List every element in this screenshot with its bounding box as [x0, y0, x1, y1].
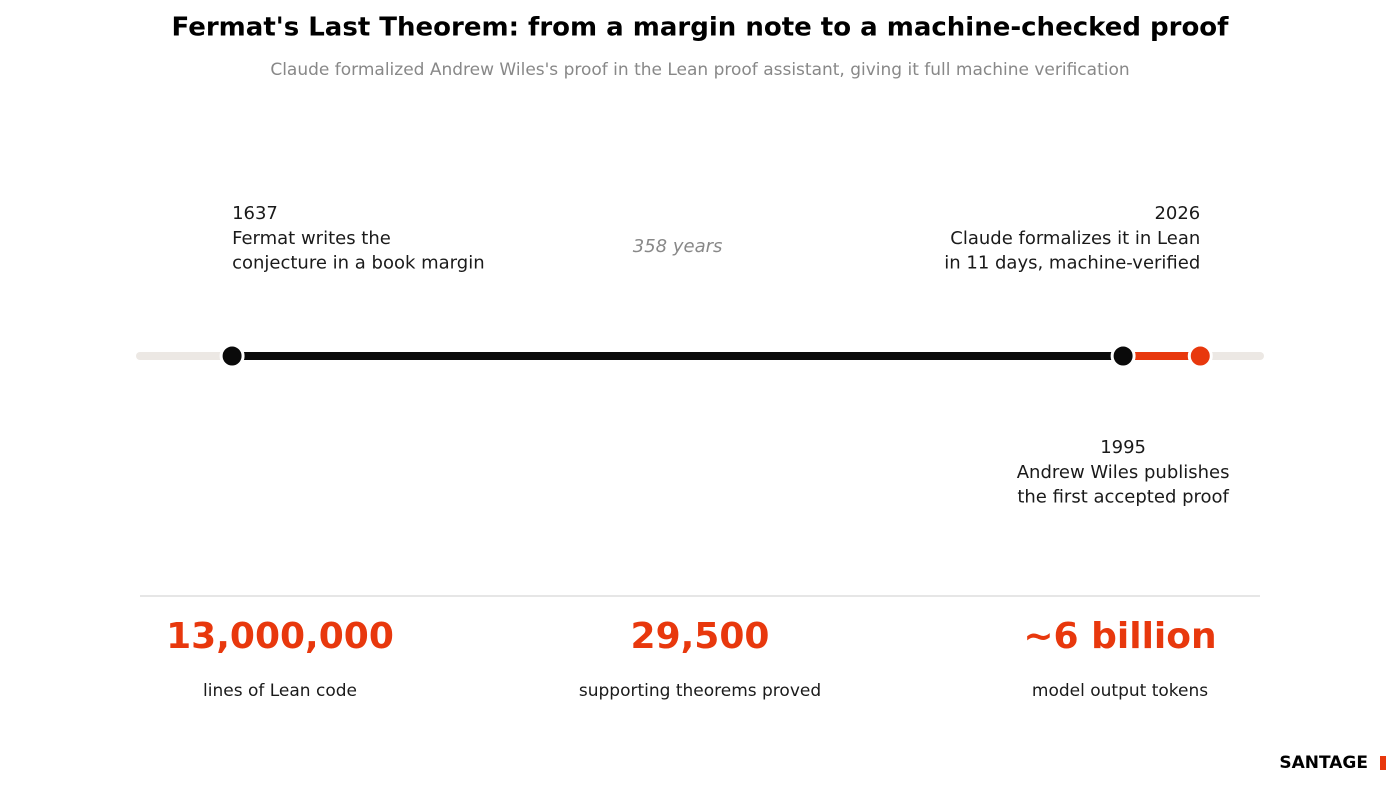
stat-label: supporting theorems proved — [579, 681, 821, 701]
event-year: 1637 — [232, 203, 278, 224]
stat-label: model output tokens — [1032, 681, 1208, 701]
event-dot — [1187, 343, 1213, 369]
event-label: Andrew Wiles publishes — [1017, 462, 1230, 483]
event-label: in 11 days, machine-verified — [944, 253, 1200, 274]
event-dot — [1110, 343, 1136, 369]
event-label: Fermat writes the — [232, 228, 391, 249]
event-label: the first accepted proof — [1017, 487, 1229, 508]
event-label: Claude formalizes it in Lean — [950, 228, 1200, 249]
chart-title: Fermat's Last Theorem: from a margin not… — [172, 13, 1230, 43]
event-year: 1995 — [1100, 437, 1146, 458]
brand: SANTAGE — [1279, 753, 1368, 773]
event-year: 2026 — [1154, 203, 1200, 224]
stat-value: 29,500 — [631, 616, 770, 657]
stat-value: ~6 billion — [1023, 616, 1216, 657]
event-label: conjecture in a book margin — [232, 253, 485, 274]
span-label: 358 years — [633, 236, 723, 257]
chart-subtitle: Claude formalized Andrew Wiles's proof i… — [270, 60, 1129, 80]
event-dot — [219, 343, 245, 369]
stat-value: 13,000,000 — [166, 616, 394, 657]
stat-label: lines of Lean code — [203, 681, 357, 701]
brand-mark — [1380, 756, 1386, 770]
